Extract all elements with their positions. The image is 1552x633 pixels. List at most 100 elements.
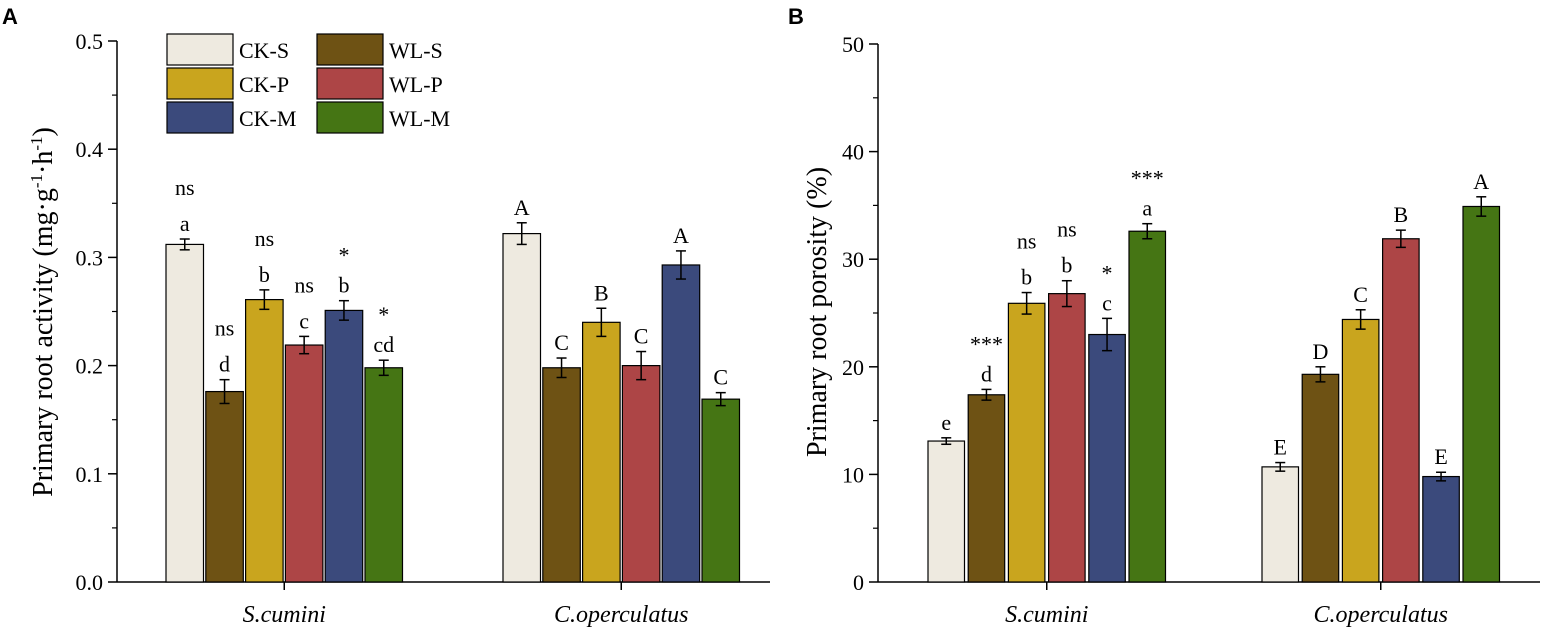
significance-letter: c <box>299 308 309 333</box>
y-tick-label: 0.4 <box>76 137 104 162</box>
legend-label: WL-P <box>389 72 443 97</box>
bar-ck-p <box>581 321 621 583</box>
bar-wl-s <box>1301 373 1340 583</box>
bar-wl-m <box>701 398 741 583</box>
panel-a: A 0.0 0.1 0.2 0.3 0.4 0.5 S.cumini C.operculatu… <box>2 4 770 628</box>
x-category-label: S.cumini <box>243 602 326 628</box>
bar-ck-m <box>1422 475 1460 583</box>
significance-letter: C <box>1353 282 1368 307</box>
significance-mark: * <box>1102 260 1113 285</box>
legend-entry: WL-S <box>316 33 443 66</box>
significance-letter: E <box>1434 444 1447 469</box>
legend-entry: WL-P <box>316 67 443 100</box>
significance-letter: C <box>634 324 649 349</box>
bar-wl-m <box>1128 230 1167 583</box>
significance-letter: c <box>1102 290 1112 315</box>
bar-wl-s <box>205 390 244 583</box>
x-category-label: C.operculatus <box>554 602 688 628</box>
y-tick-label: 0.3 <box>76 245 104 270</box>
y-tick-label: 0.2 <box>76 354 104 379</box>
panel-a-bars <box>165 222 741 583</box>
panel-b-y-axis-label: Primary root porosity (%) <box>802 167 833 457</box>
y-tick-label: 0.1 <box>76 462 104 487</box>
bar-ck-p <box>1007 302 1046 583</box>
significance-mark: * <box>338 243 349 268</box>
significance-mark: ns <box>215 316 235 341</box>
legend: CK-S WL-S CK-P WL-P CK-M WL-M <box>166 33 450 134</box>
bar-wl-p <box>284 344 324 583</box>
legend-label: WL-M <box>389 106 450 131</box>
legend-swatch <box>166 67 234 100</box>
legend-swatch <box>316 101 384 134</box>
significance-letter: b <box>259 262 270 287</box>
significance-mark: ns <box>1017 229 1037 254</box>
significance-letter: b <box>1061 253 1072 278</box>
significance-letter: cd <box>373 332 394 357</box>
panel-b-letter: B <box>788 4 804 29</box>
legend-swatch <box>166 101 234 134</box>
significance-mark: *** <box>1131 166 1164 191</box>
significance-letter: A <box>1473 169 1489 194</box>
y-tick-label: 50 <box>842 32 864 57</box>
x-category-label: C.operculatus <box>1314 602 1448 628</box>
panel-a-axes: 0.0 0.1 0.2 0.3 0.4 0.5 S.cumini C.operculatus <box>76 29 770 628</box>
legend-label: CK-P <box>239 72 289 97</box>
significance-letter: e <box>941 410 951 435</box>
bar-wl-p <box>1047 293 1086 583</box>
significance-letter: a <box>1142 196 1152 221</box>
significance-letter: A <box>673 223 689 248</box>
bar-wl-p <box>621 365 661 583</box>
bar-ck-m <box>661 264 701 583</box>
y-tick-label: 40 <box>842 140 864 165</box>
significance-letter: E <box>1274 435 1287 460</box>
bar-wl-m <box>364 367 404 583</box>
bar-wl-s <box>967 394 1006 583</box>
bar-ck-m <box>324 309 364 583</box>
significance-mark: ns <box>255 226 275 251</box>
significance-letter: C <box>554 330 569 355</box>
significance-mark: ns <box>175 175 195 200</box>
panel-a-y-axis-label: Primary root activity (mg·g-1·h-1) <box>27 127 59 497</box>
significance-letter: B <box>1394 202 1409 227</box>
bar-ck-s <box>927 440 966 583</box>
y-tick-label: 0.0 <box>76 570 104 595</box>
bar-ck-m <box>1088 333 1126 583</box>
bar-ck-p <box>1341 318 1380 583</box>
significance-mark: *** <box>970 331 1003 356</box>
legend-entry: CK-P <box>166 67 289 100</box>
significance-letter: A <box>514 195 530 220</box>
significance-letter: b <box>338 273 349 298</box>
significance-mark: * <box>378 302 389 327</box>
significance-letter: C <box>713 365 728 390</box>
panel-a-letter: A <box>2 4 18 29</box>
significance-letter: D <box>1313 339 1329 364</box>
legend-label: WL-S <box>389 38 443 63</box>
y-tick-label: 20 <box>842 355 864 380</box>
y-tick-label: 0 <box>853 570 864 595</box>
bar-ck-s <box>1261 466 1300 583</box>
significance-mark: ns <box>1057 217 1077 242</box>
significance-letter: d <box>219 352 230 377</box>
significance-letter: d <box>981 361 992 386</box>
bar-ck-p <box>245 298 284 583</box>
significance-letter: b <box>1021 265 1032 290</box>
legend-entry: WL-M <box>316 101 450 134</box>
y-tick-label: 10 <box>842 462 864 487</box>
significance-mark: ns <box>294 272 314 297</box>
bar-wl-m <box>1462 205 1501 583</box>
legend-swatch <box>166 33 234 66</box>
x-category-label: S.cumini <box>1005 602 1088 628</box>
bar-wl-s <box>542 367 581 583</box>
bar-wl-p <box>1381 238 1420 583</box>
significance-letter: a <box>180 211 190 236</box>
bar-ck-s <box>165 243 205 583</box>
legend-label: CK-S <box>239 38 289 63</box>
legend-swatch <box>316 33 384 66</box>
legend-label: CK-M <box>239 106 296 131</box>
legend-entry: CK-S <box>166 33 289 66</box>
bar-ck-s <box>502 232 542 583</box>
